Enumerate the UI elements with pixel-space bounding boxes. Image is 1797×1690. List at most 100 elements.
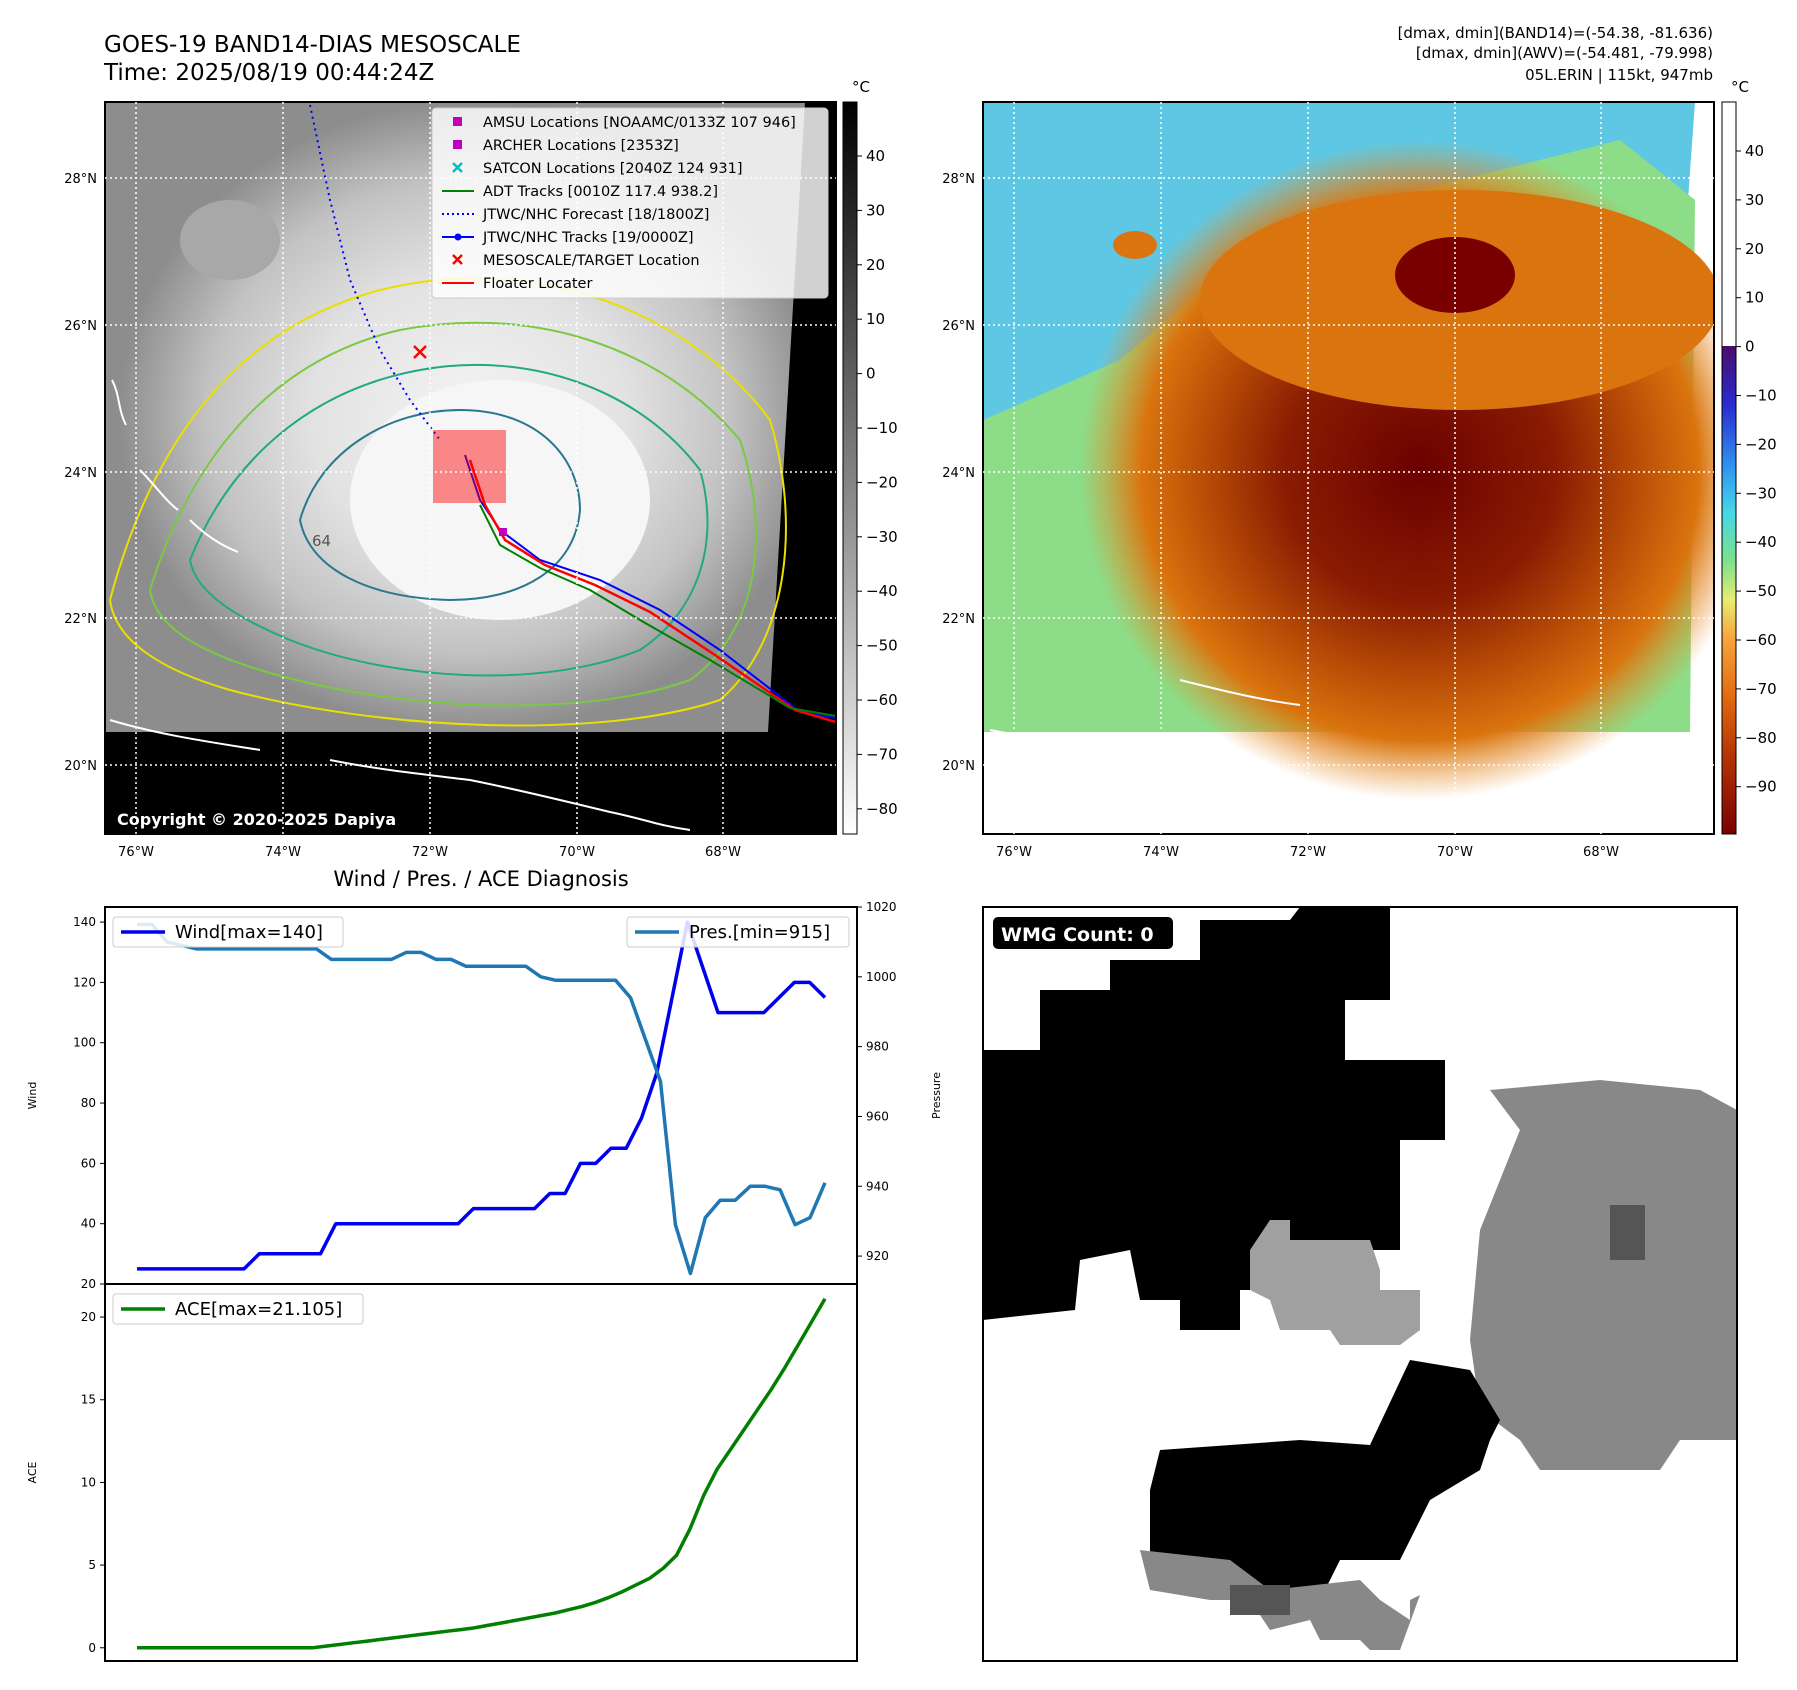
y-tick-label: 100 [73, 1036, 96, 1050]
legend-label: JTWC/NHC Tracks [19/0000Z] [482, 230, 694, 246]
legend-square-symbol [453, 117, 462, 126]
awv-colorbar-white [1722, 102, 1736, 346]
gray-colorbar-label: −70 [866, 745, 898, 763]
diagnosis-title: Wind / Pres. / ACE Diagnosis [333, 867, 628, 891]
lat-label-2: 24°N [64, 466, 97, 481]
figure-title: GOES-19 BAND14-DIAS MESOSCALE [104, 32, 521, 58]
lat-label-3: 22°N [942, 612, 975, 627]
figure-time: Time: 2025/08/19 00:44:24Z [103, 60, 434, 86]
series-line-0 [137, 920, 827, 1271]
awv-colorbar-label: −60 [1745, 631, 1777, 649]
lon-label-0: 76°W [996, 845, 1032, 860]
gray-colorbar-label: −20 [866, 473, 898, 491]
y-right-tick-label: 920 [866, 1249, 889, 1263]
awv-map-gridlines [983, 102, 1714, 834]
y-tick-label: 20 [81, 1310, 96, 1324]
gray-colorbar-label: −30 [866, 528, 898, 546]
lat-label-1: 26°N [64, 319, 97, 334]
ir-map-panel: 64 Copyright © 2020-2025 Dapiya AMSU Loc… [104, 101, 837, 835]
legend-label: AMSU Locations [NOAAMC/0133Z 107 946] [483, 115, 796, 131]
lon-label-4: 68°W [705, 845, 741, 860]
ir-contour-teal [188, 363, 709, 677]
legend-label: SATCON Locations [2040Z 124 931] [483, 161, 742, 177]
wmg-black-band [1150, 1360, 1500, 1610]
ir-contour-green [148, 321, 757, 707]
y-right-tick-label: 980 [866, 1040, 889, 1054]
gray-colorbar-label: 0 [866, 365, 876, 383]
series-line-0 [137, 1297, 827, 1650]
legend-label: Floater Locater [483, 276, 592, 292]
awv-map-panel [982, 101, 1715, 835]
wmg-dark-band [1230, 1585, 1290, 1615]
copyright-text: Copyright © 2020-2025 Dapiya [117, 810, 396, 829]
info-band14: [dmax, dmin](BAND14)=(-54.38, -81.636) [1398, 24, 1713, 42]
archer-marker [499, 528, 507, 536]
awv-colorbar-label: −50 [1745, 582, 1777, 600]
y-right-tick-label: 940 [866, 1179, 889, 1193]
awv-map-frame [982, 101, 1715, 835]
chart-frame [104, 906, 858, 1285]
series-legend-label: ACE[max=21.105] [175, 1299, 342, 1320]
y-right-tick-label: 1020 [866, 900, 897, 914]
adt-track [479, 504, 836, 717]
legend-x-symbol [452, 162, 463, 173]
lat-label-4: 20°N [64, 759, 97, 774]
gray-colorbar-unit: °C [852, 78, 870, 96]
gray-colorbar-label: 30 [866, 201, 885, 219]
awv-colorbar-label: 30 [1745, 191, 1764, 209]
ir-coastline-south [109, 719, 691, 831]
series-legend-box [626, 916, 850, 948]
legend-item: JTWC/NHC Forecast [18/1800Z] [442, 207, 709, 223]
wmg-dark-patch [1610, 1205, 1645, 1260]
y-tick-label: 10 [81, 1475, 96, 1489]
awv-colorbar-label: 40 [1745, 142, 1764, 160]
awv-colorbar-scale [1722, 346, 1736, 834]
y-tick-label: 15 [81, 1393, 96, 1407]
awv-colorbar-label: −30 [1745, 484, 1777, 502]
awv-colorbar-label: 20 [1745, 240, 1764, 258]
ir-coastline-bahamas [111, 379, 239, 553]
awv-cloud-north [1113, 231, 1157, 259]
gray-colorbar-label: 20 [866, 256, 885, 274]
lat-label-0: 28°N [64, 172, 97, 187]
awv-colorbar-label: −80 [1745, 729, 1777, 747]
y-tick-label: 0 [88, 1641, 96, 1655]
awv-colorbar-label: 10 [1745, 289, 1764, 307]
awv-colorbar-label: −70 [1745, 680, 1777, 698]
awv-colorbar: °C 40 30 20 10 0 −10 −20 −30 −40 −50 −60 −70 −80 −90 [1721, 78, 1777, 835]
legend-item: JTWC/NHC Tracks [19/0000Z] [442, 230, 694, 246]
gray-colorbar: °C 40 30 20 10 0 −10 −20 −30 −40 −50 −60 −70 −80 [842, 78, 898, 835]
y-tick-label: 20 [81, 1277, 96, 1291]
gray-colorbar-label: 10 [866, 310, 885, 328]
awv-colorbar-frame [1721, 101, 1737, 835]
y-tick-label: 80 [81, 1096, 96, 1110]
awv-colorbar-unit: °C [1731, 78, 1749, 96]
gray-colorbar-label: −80 [866, 800, 898, 818]
legend-square-symbol [453, 140, 462, 149]
y-axis-label: Wind [26, 1082, 39, 1110]
legend-item: Floater Locater [442, 276, 592, 292]
awv-coastline [989, 679, 1301, 751]
mesoscale-box [433, 430, 506, 503]
floater-track [468, 459, 836, 724]
awv-dry-spot [1395, 237, 1515, 313]
wind-pressure-chart: 20 40 60 80 100 120 140 Wind 920 940 960 980 1000 102… [26, 900, 943, 1291]
awv-colorbar-label: −90 [1745, 778, 1777, 796]
ir-contour-64 [298, 408, 582, 602]
wmg-panel: WMG Count: 0 [982, 906, 1738, 1662]
y-tick-label: 40 [81, 1217, 96, 1231]
series-legend-box [112, 916, 344, 948]
series-legend-box [112, 1293, 364, 1325]
y-tick-label: 140 [73, 915, 96, 929]
contour-label-64: 64 [312, 532, 331, 550]
legend-dot-symbol [454, 233, 462, 241]
jtwc-forecast-track [309, 104, 441, 441]
lon-label-1: 74°W [1143, 845, 1179, 860]
gray-colorbar-label: −10 [866, 419, 898, 437]
lon-label-3: 70°W [559, 845, 595, 860]
series-line-1 [137, 922, 827, 1276]
y-tick-label: 60 [81, 1156, 96, 1170]
info-storm: 05L.ERIN | 115kt, 947mb [1525, 66, 1713, 84]
lon-label-3: 70°W [1437, 845, 1473, 860]
